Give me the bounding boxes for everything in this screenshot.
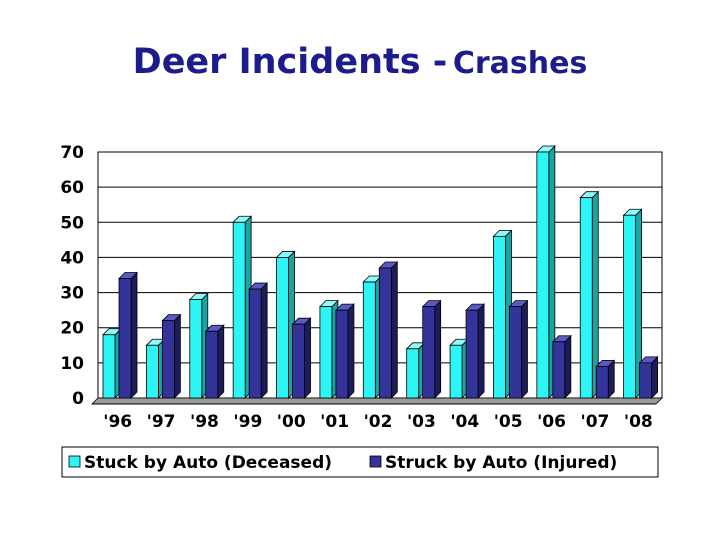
bar-front: [552, 341, 566, 399]
bar-front: [248, 288, 262, 399]
bar-injured: [638, 355, 659, 399]
bar-side: [260, 282, 268, 399]
bar-side: [130, 271, 138, 399]
bar-deceased: [362, 275, 383, 399]
x-tick-label: '07: [580, 412, 609, 432]
bar-side: [477, 303, 485, 399]
chart-axes: 0 10 20 30 40 50 60 70 '96 '97 '98 '99 '00 '01 '02 '03 '…: [60, 143, 656, 432]
legend-box: [61, 446, 659, 478]
bar-side: [217, 324, 225, 399]
bar-deceased: [449, 338, 470, 399]
bar-injured: [551, 334, 572, 399]
bar-injured: [204, 324, 225, 399]
legend-swatch-injured: [369, 455, 382, 468]
bar-front: [623, 214, 637, 399]
bar-side: [173, 313, 181, 399]
bar-deceased: [188, 292, 209, 399]
bar-side: [564, 334, 572, 399]
bar-injured: [334, 303, 355, 399]
bar-side: [521, 299, 528, 399]
bar-front: [232, 221, 246, 399]
bar-side: [347, 303, 355, 399]
x-tick-label: '02: [364, 412, 393, 432]
bar-front: [362, 281, 376, 399]
bar-front: [292, 323, 305, 399]
bar-injured: [465, 303, 486, 399]
bar-injured: [291, 317, 312, 399]
bar-deceased: [405, 341, 426, 399]
bar-front: [205, 330, 219, 399]
bar-front: [639, 362, 653, 399]
y-tick-label: 50: [60, 213, 84, 233]
y-tick-label: 60: [60, 178, 84, 198]
legend-label-deceased: Stuck by Auto (Deceased): [84, 453, 332, 473]
bar-injured: [118, 271, 138, 399]
bar-deceased: [535, 145, 556, 399]
bar-deceased: [102, 327, 122, 399]
bar-deceased: [318, 299, 339, 399]
bar-injured: [248, 282, 269, 399]
bar-front: [319, 306, 333, 399]
bar-deceased: [275, 250, 296, 399]
bar-deceased: [622, 208, 643, 399]
legend-label-injured: Struck by Auto (Injured): [385, 453, 617, 473]
y-tick-label: 10: [60, 354, 84, 374]
x-tick-label: '03: [407, 412, 436, 432]
bar-front: [406, 348, 420, 399]
x-tick-label: '00: [277, 412, 306, 432]
chart-legend: Stuck by Auto (Deceased) Struck by Auto (…: [61, 446, 659, 478]
bar-front: [493, 235, 506, 399]
bar-injured: [421, 299, 442, 399]
x-tick-label: '96: [103, 412, 132, 432]
bar-front: [161, 320, 175, 399]
bar-injured: [508, 299, 529, 399]
x-tick-label: '01: [320, 412, 349, 432]
bar-front: [378, 267, 392, 399]
bar-front: [509, 306, 522, 399]
bar-injured: [595, 359, 616, 399]
bar-front: [276, 257, 289, 399]
bar-injured: [161, 313, 182, 399]
y-tick-label: 30: [60, 284, 84, 304]
y-tick-label: 70: [60, 143, 84, 163]
bar-front: [189, 299, 203, 399]
bar-side: [651, 355, 659, 399]
bar-side: [434, 299, 442, 399]
y-tick-label: 40: [60, 248, 84, 268]
bar-front: [422, 306, 436, 399]
bar-front: [145, 344, 159, 399]
bar-front: [102, 334, 116, 399]
x-tick-label: '08: [624, 412, 653, 432]
bar-side: [390, 261, 398, 399]
bar-front: [465, 309, 479, 399]
bar-front: [579, 197, 593, 399]
x-tick-label: '97: [147, 412, 176, 432]
bar-side: [304, 317, 311, 399]
bar-deceased: [492, 229, 513, 399]
x-tick-label: '98: [190, 412, 219, 432]
bar-injured: [378, 261, 399, 399]
bar-front: [449, 344, 463, 399]
bar-deceased: [232, 215, 253, 399]
bar-front: [536, 151, 550, 399]
legend-swatch-deceased: [68, 455, 81, 468]
y-tick-label: 20: [60, 319, 84, 339]
x-tick-label: '06: [537, 412, 566, 432]
bar-deceased: [579, 190, 600, 399]
x-tick-label: '04: [450, 412, 479, 432]
chart-title-main: Deer Incidents -: [132, 42, 448, 82]
chart-title-sub: Crashes: [452, 46, 588, 81]
chart-title: Deer Incidents - Crashes: [0, 42, 720, 82]
bar-front: [595, 365, 609, 399]
x-tick-label: '99: [233, 412, 262, 432]
chart-bars: [102, 145, 659, 399]
bar-front: [118, 278, 132, 399]
x-tick-label: '05: [494, 412, 523, 432]
bar-front: [335, 309, 349, 399]
chart-floor: [91, 397, 663, 405]
bar-deceased: [145, 338, 166, 399]
y-tick-label: 0: [72, 389, 84, 409]
